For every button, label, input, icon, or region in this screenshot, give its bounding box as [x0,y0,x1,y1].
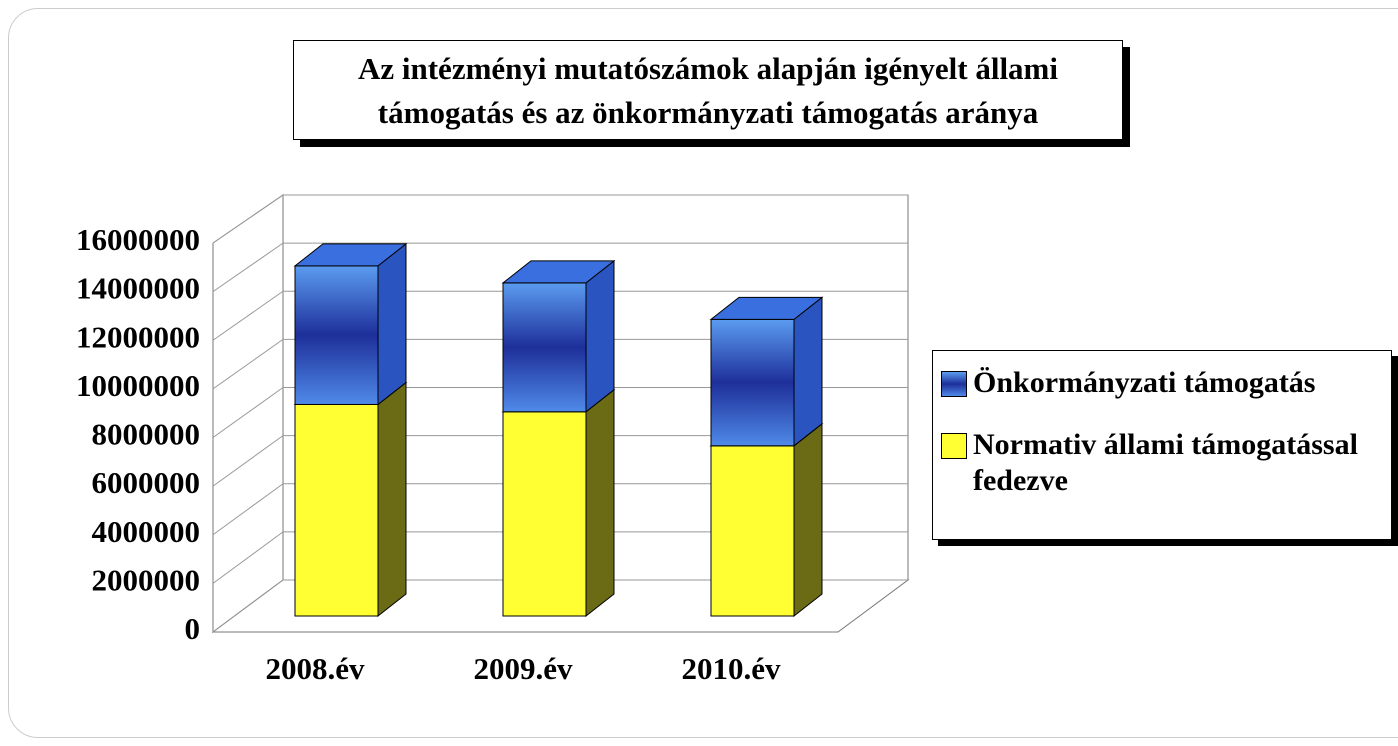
bar-side [585,259,615,413]
bar [294,403,379,617]
grid-line [212,435,284,487]
grid-line [212,579,284,633]
y-tick-label: 12000000 [76,319,200,354]
bar [710,318,795,447]
bar-side [793,296,823,447]
y-tick-label: 8000000 [92,417,201,452]
grid-line [212,338,284,390]
legend-item: Normativ állami támogatással fedezve [941,427,1383,499]
bar-side [585,388,615,618]
grid-line [212,531,284,584]
bar-top [293,243,408,267]
bar-side [377,381,407,618]
chart-title: Az intézményi mutatószámok alapján igény… [293,40,1123,140]
bar [294,265,379,405]
bar-side [377,242,407,406]
x-tick-label: 2008.év [265,651,365,686]
grid-line [212,194,284,244]
grid-line [212,483,284,536]
legend-label: Normativ állami támogatással fedezve [973,428,1358,497]
y-tick-label: 0 [185,611,201,646]
side-wall [212,194,284,633]
y-tick-label: 2000000 [92,562,201,597]
bar [502,411,587,617]
y-tick-label: 16000000 [76,222,200,257]
y-tick-label: 4000000 [92,514,201,549]
x-tick-label: 2009.év [473,651,573,686]
legend: Önkormányzati támogatás Normativ állami t… [932,350,1392,540]
bar-side [793,422,823,618]
y-tick-label: 6000000 [92,465,201,500]
frame [8,8,1398,738]
legend-label: Önkormányzati támogatás [973,366,1316,399]
legend-item: Önkormányzati támogatás [941,365,1383,401]
grid-line [212,290,284,341]
y-tick-label: 10000000 [76,368,200,403]
legend-swatch [941,371,967,397]
bar [502,282,587,413]
grid-line [212,387,284,438]
legend-swatch [941,433,967,459]
bar-top [709,296,824,320]
grid-line [212,242,284,293]
bar-top [501,260,616,284]
bar [710,445,795,617]
y-tick-label: 14000000 [76,271,200,306]
x-tick-label: 2010.év [681,651,781,686]
